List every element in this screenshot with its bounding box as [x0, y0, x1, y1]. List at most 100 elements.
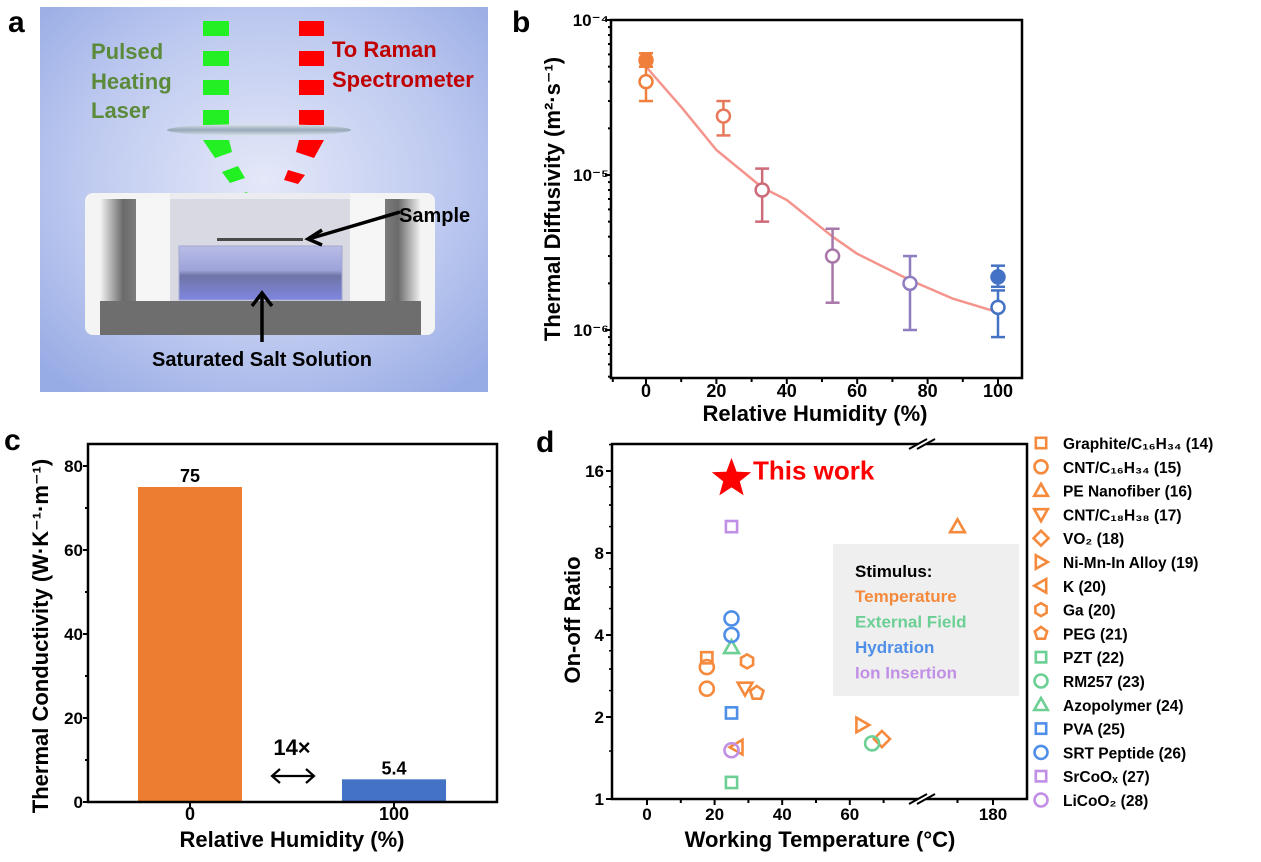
square-marker-icon	[1034, 650, 1048, 664]
data-point-open	[902, 275, 918, 292]
legend-item-label: PE Nanofiber (16)	[1063, 484, 1192, 501]
sample-film	[217, 238, 303, 241]
legend-item: PE Nanofiber (16)	[1031, 481, 1192, 501]
bar-value-label: 5.4	[381, 758, 406, 778]
data-point-circle	[723, 741, 740, 759]
y-tick-label: 60	[64, 541, 83, 560]
panel-label-a: a	[8, 6, 25, 39]
stimulus-title: Stimulus:	[855, 562, 932, 581]
data-point-circle	[723, 626, 740, 644]
data-point-triangle-up	[947, 516, 968, 534]
axis-break-icon	[908, 438, 936, 450]
data-point-open	[754, 182, 770, 198]
data-point-triangle-up	[721, 637, 742, 655]
panel-a-schematic: Pulsed Heating Laser To Raman Spectromet…	[40, 7, 488, 392]
y-axis-label: Thermal Diffusivity (m²·s⁻¹)	[540, 57, 565, 341]
raman-label-line-1: To Raman	[332, 37, 437, 62]
data-point-triangle-down	[735, 681, 755, 699]
this-work-star-icon	[711, 457, 752, 496]
panel-c-conductivity-chart: 75 0 5.4 100 0 20 40 60 80 14× Relative Humidity (…	[28, 442, 499, 852]
circle-marker-icon	[1033, 673, 1049, 689]
triangle-up-marker-icon	[1031, 695, 1051, 712]
legend-item: Ga (20)	[1034, 601, 1116, 620]
x-tick-label: 20	[706, 381, 726, 401]
bar-value-label: 75	[180, 466, 200, 486]
legend-item-label: LiCoO₂ (28)	[1063, 793, 1148, 810]
circle-marker-icon	[1033, 792, 1049, 808]
data-point-open	[638, 73, 654, 90]
y-tick-label: 2	[595, 708, 604, 727]
legend-item-label: PEG (21)	[1063, 626, 1128, 643]
x-tick-label: 60	[840, 805, 859, 824]
legend-item-label: PZT (22)	[1063, 650, 1124, 667]
x-tick-label: 180	[979, 805, 1007, 824]
legend-item-label: K (20)	[1063, 579, 1106, 596]
legend-item: K (20)	[1031, 576, 1106, 596]
triangle-right-marker-icon	[1034, 552, 1051, 572]
data-point-square	[724, 775, 739, 790]
laser-label-line-2: Heating	[91, 69, 172, 94]
legend-item: PVA (25)	[1034, 722, 1125, 739]
legend-item: RM257 (23)	[1033, 673, 1145, 691]
pentagon-marker-icon	[1033, 625, 1049, 641]
panel-d-ratio-chart: 0 20 40 60 180 1 2 4 8 16 Working Temperature (°C)…	[560, 436, 1213, 852]
x-tick-label: 0	[641, 381, 651, 401]
square-marker-icon	[1034, 722, 1048, 736]
fit-curve	[645, 65, 999, 314]
y-tick-label: 10⁻⁴	[573, 11, 609, 30]
legend-item: Azopolymer (24)	[1031, 695, 1184, 715]
laser-label-line-3: Laser	[91, 98, 150, 123]
legend-item-label: SrCoOₓ (27)	[1063, 769, 1150, 786]
panel-label-b: b	[512, 6, 530, 39]
series-legend: Graphite/C₁₆H₃₄ (14) CNT/C₁₆H₃₄ (15) PE Na…	[1031, 436, 1213, 810]
legend-item-label: Azopolymer (24)	[1063, 698, 1184, 715]
legend-item-label: CNT/C₁₆H₃₄ (15)	[1063, 460, 1181, 477]
plot-frame	[610, 442, 1029, 801]
y-tick-label: 8	[595, 544, 604, 563]
data-point-square	[699, 650, 714, 665]
legend-item-label: Ga (20)	[1063, 603, 1116, 620]
panel-label-d: d	[536, 426, 554, 459]
legend-item: CNT/C₁₆H₃₄ (15)	[1033, 458, 1181, 477]
data-point-filled	[638, 52, 654, 68]
data-point-circle	[723, 610, 740, 627]
up-arrow-icon	[250, 290, 274, 342]
focusing-lens	[167, 124, 351, 136]
y-tick-label: 80	[64, 457, 83, 476]
data-point-circle	[698, 658, 716, 676]
x-tick-label: 80	[918, 381, 938, 401]
stimulus-item: Hydration	[855, 638, 934, 657]
y-tick-label: 16	[585, 462, 604, 481]
data-point-pentagon	[748, 684, 766, 701]
data-point-diamond	[872, 729, 892, 749]
legend-item: SrCoOₓ (27)	[1034, 769, 1150, 786]
laser-label-line-1: Pulsed	[91, 39, 163, 64]
axis-break-icon	[908, 793, 936, 805]
y-tick-label: 40	[64, 625, 83, 644]
legend-item: PZT (22)	[1034, 650, 1124, 667]
y-tick-label: 20	[64, 709, 83, 728]
stimulus-legend-box: Stimulus: Temperature External Field Hydrat…	[833, 544, 1019, 696]
x-tick-label: 100	[983, 381, 1013, 401]
legend-item: Graphite/C₁₆H₃₄ (14)	[1034, 436, 1213, 453]
triangle-up-marker-icon	[1031, 481, 1051, 498]
x-axis-label: Relative Humidity (%)	[703, 401, 928, 426]
plot-frame	[609, 18, 1024, 380]
circle-marker-icon	[1033, 744, 1049, 761]
legend-item-label: Ni-Mn-In Alloy (19)	[1063, 555, 1198, 572]
x-tick-label: 0	[642, 805, 651, 824]
double-arrow-icon	[270, 768, 316, 784]
y-axis-label: On-off Ratio	[560, 556, 585, 683]
legend-item-label: PVA (25)	[1063, 722, 1125, 739]
x-axis-label: Relative Humidity (%)	[180, 827, 405, 852]
bar	[138, 487, 242, 802]
legend-item: PEG (21)	[1033, 625, 1128, 643]
sample-label: Sample	[399, 205, 470, 227]
data-point-open	[990, 299, 1006, 316]
square-marker-icon	[1034, 436, 1048, 450]
x-tick-label: 100	[379, 804, 409, 824]
data-point-triangle-right	[855, 715, 872, 735]
hexagon-marker-icon	[1034, 601, 1048, 618]
legend-item-label: CNT/C₁₈H₃₈ (17)	[1063, 507, 1182, 524]
